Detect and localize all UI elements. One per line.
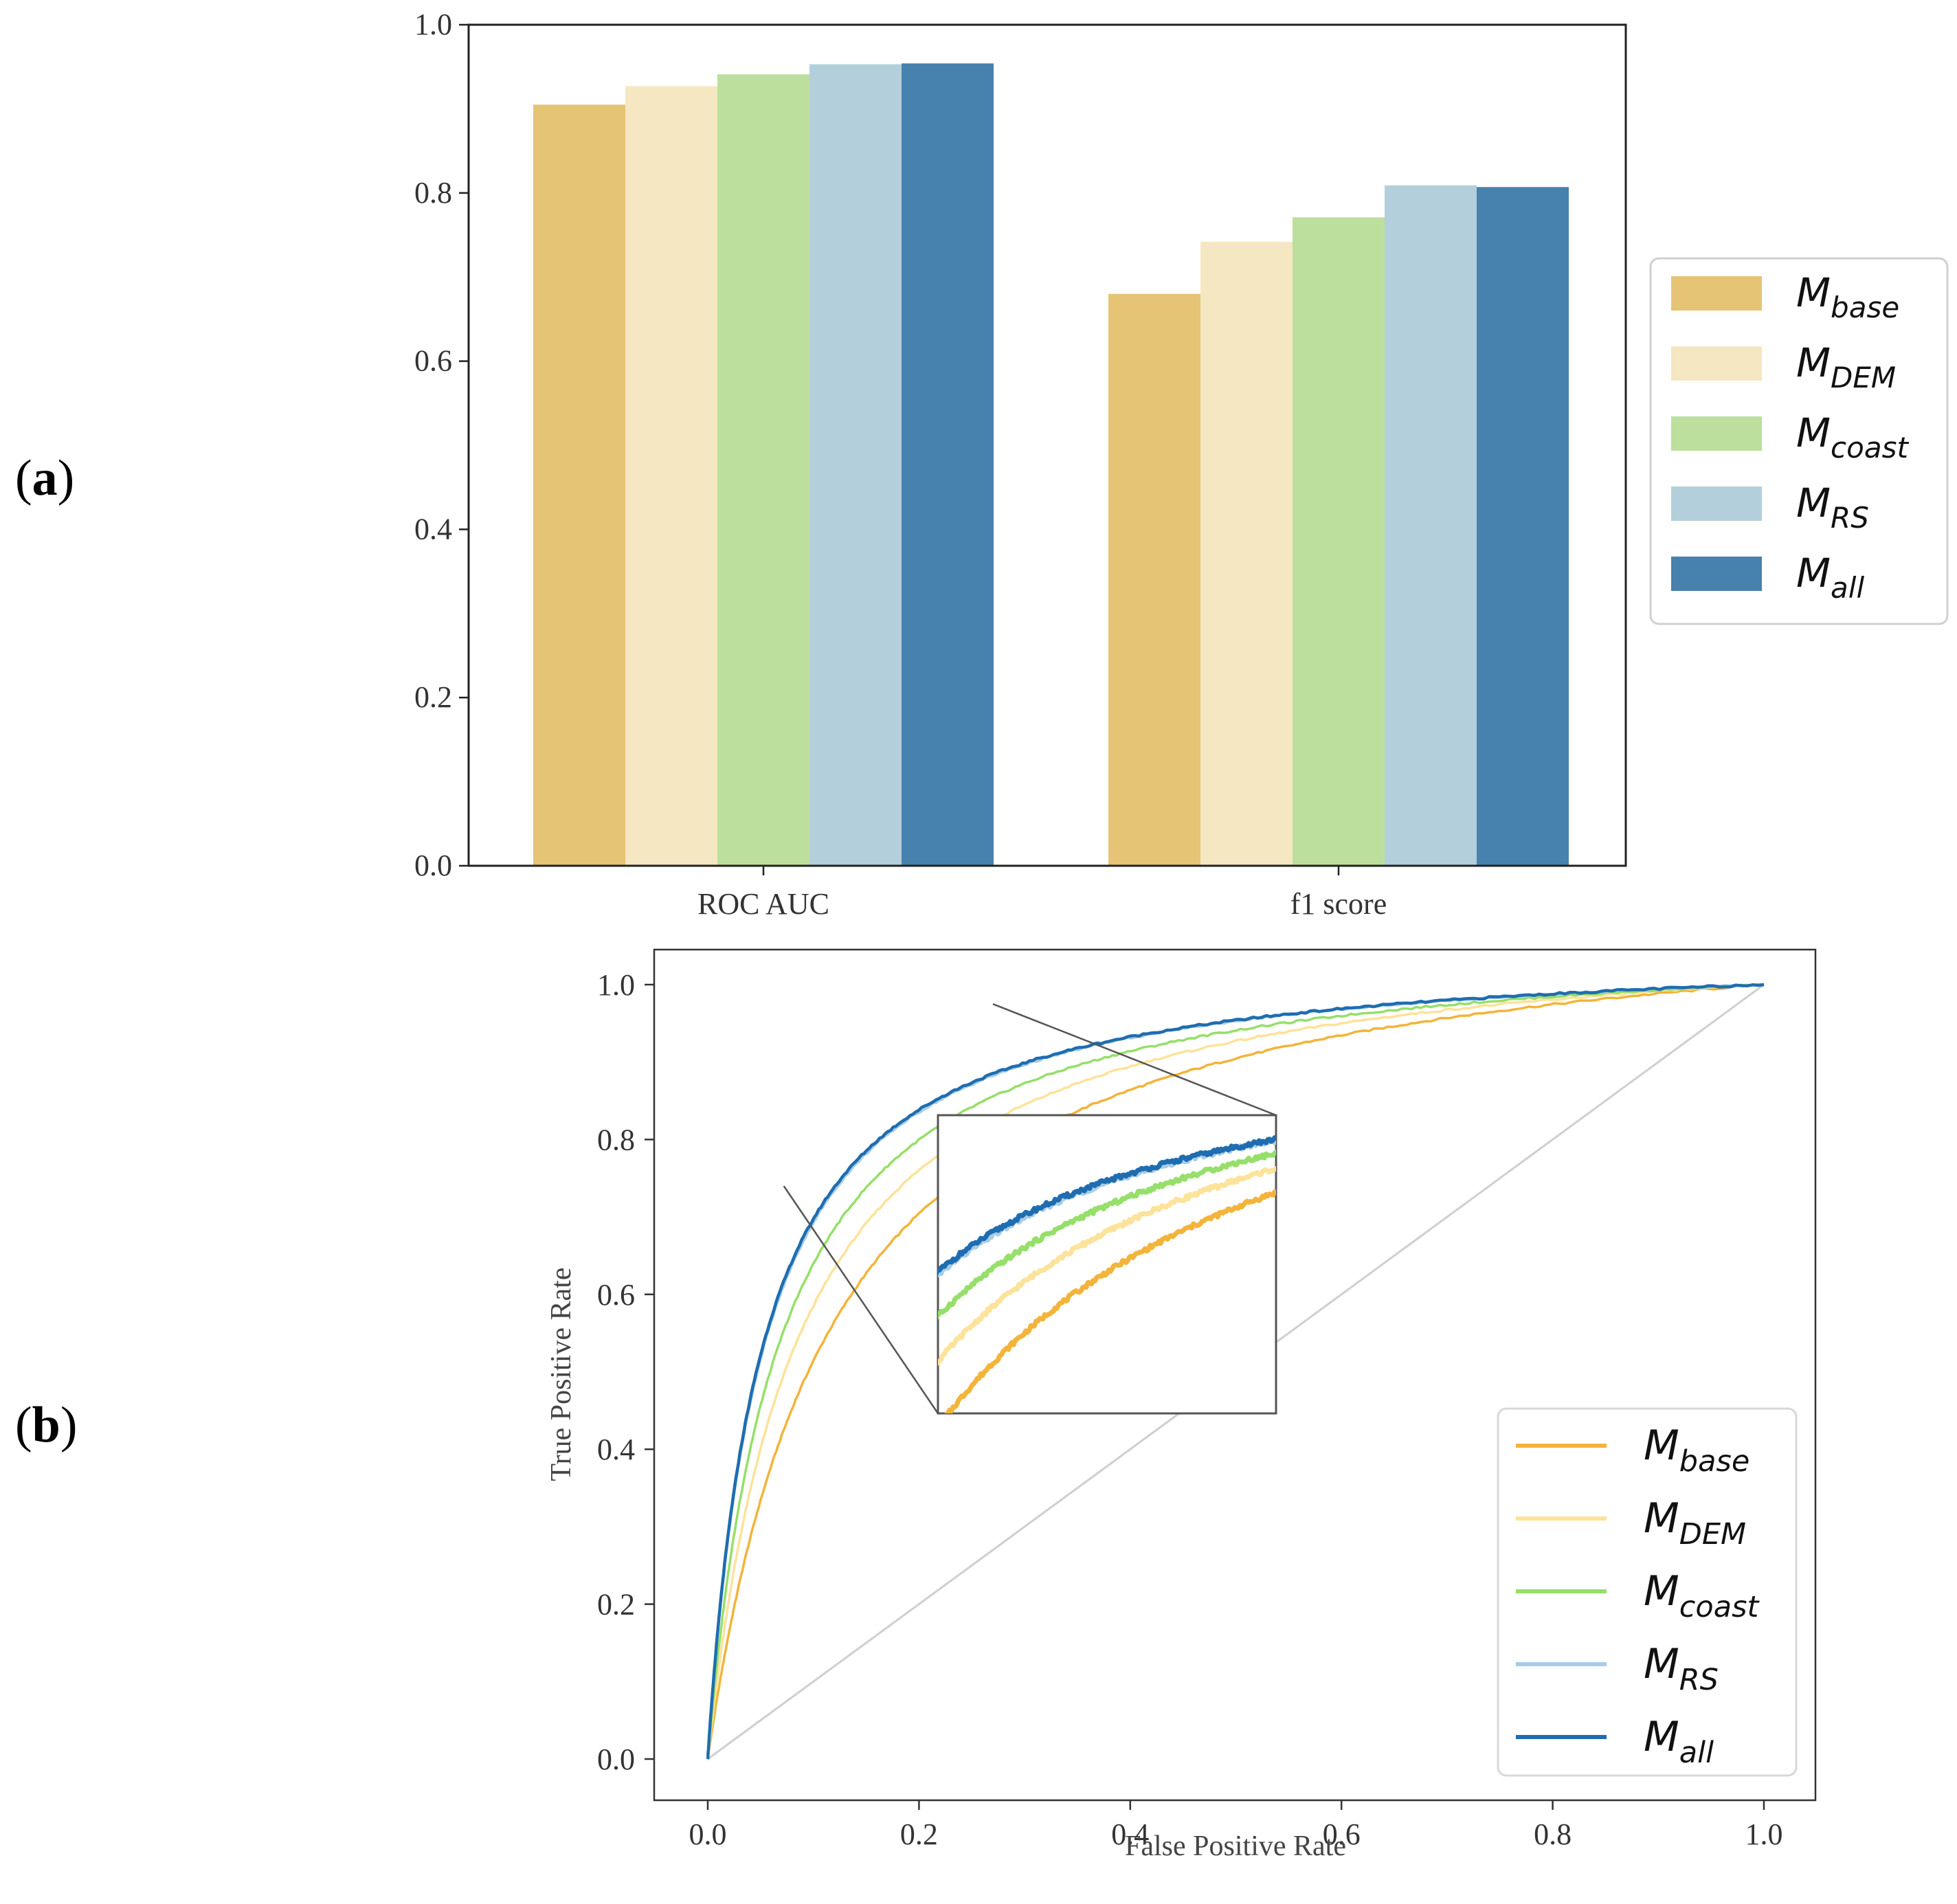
bar-legend-swatch-RS [1671,486,1762,521]
roc-legend-label-all: Mall [1644,1713,1714,1770]
bar-x-label-roc-auc: ROC AUC [697,887,829,921]
bar-RS-f1-score [1385,185,1477,866]
bar-legend-swatch-coast [1671,416,1762,451]
bar-chart-frame [467,23,1627,867]
roc-legend-label-coast: Mcoast [1644,1567,1760,1624]
bar-base-roc-auc [533,104,625,866]
inset-connector-line [992,1003,1277,1117]
roc-x-ticks: 0.0 0.2 0.4 0.6 0.8 1.0 [689,1800,1783,1851]
roc-zoom-inset [783,1003,1277,1415]
inset-connector-line [783,1185,939,1414]
roc-y-tick-label: 0.2 [597,1588,635,1622]
bar-DEM-f1-score [1200,241,1293,866]
bar-y-tick-label: 0.0 [414,849,452,882]
roc-x-tick-label: 0.6 [1323,1817,1361,1851]
roc-y-tick-label: 1.0 [597,968,635,1002]
bar-DEM-roc-auc [625,86,717,866]
roc-x-tick-label: 1.0 [1745,1817,1783,1851]
bar-coast-f1-score [1293,217,1385,866]
bar-y-tick-label: 0.2 [414,680,452,714]
inset-curve-base [944,1189,1276,1413]
inset-curve-coast [938,1149,1276,1321]
roc-y-ticks: 0.0 0.2 0.4 0.6 0.8 1.0 [597,968,654,1776]
inset-curve-all [938,1135,1276,1275]
bar-chart: 0.0 0.2 0.4 0.6 0.8 1.0 ROC AUC f1 score Mbase… [414,8,1949,921]
roc-x-axis-title: False Positive Rate [1125,1830,1346,1862]
bar-legend-swatch-DEM [1671,346,1762,381]
roc-x-tick-label: 0.0 [689,1817,727,1851]
roc-legend-label-base: Mbase [1644,1422,1749,1479]
roc-chart-frame [653,948,1817,1802]
panel-a-label: (a) [15,450,74,506]
bar-legend-label-RS: MRS [1796,480,1869,535]
bar-all-f1-score [1477,187,1569,866]
roc-y-tick-label: 0.4 [597,1433,635,1466]
roc-x-tick-label: 0.2 [900,1817,938,1851]
bar-chart-y-ticks: 0.0 0.2 0.4 0.6 0.8 1.0 [414,8,469,882]
bar-y-tick-label: 0.8 [414,176,452,210]
bar-legend-swatch-base [1671,276,1762,311]
bar-legend-label-all: Mall [1796,550,1864,605]
bar-chart-x-ticks: ROC AUC f1 score [697,866,1387,921]
roc-curve-coast [706,983,1764,1760]
roc-legend: Mbase MDEM Mcoast MRS Mall [1497,1407,1798,1777]
roc-legend-label-DEM: MDEM [1644,1494,1746,1552]
roc-curve-all [706,983,1765,1760]
bar-x-label-f1-score: f1 score [1290,887,1387,921]
bar-y-tick-label: 0.6 [414,344,452,378]
roc-chart: 0.0 0.2 0.4 0.6 0.8 1.0 0.0 0.2 0.4 0.6 0.8 1.0 Fa… [546,948,1817,1862]
roc-y-tick-label: 0.6 [597,1278,635,1312]
roc-curve-DEM [706,983,1765,1761]
bar-base-f1-score [1108,293,1200,866]
bar-RS-roc-auc [809,64,902,866]
roc-y-axis-title: True Positive Rate [546,1267,577,1481]
roc-legend-box [1497,1407,1798,1777]
roc-x-tick-label: 0.8 [1534,1817,1572,1851]
bar-chart-legend: Mbase MDEM Mcoast MRS Mall [1649,257,1949,625]
bar-y-tick-label: 1.0 [414,8,452,41]
roc-y-tick-label: 0.8 [597,1123,635,1156]
bar-chart-bars [533,63,1569,866]
bar-all-roc-auc [902,63,994,866]
panel-b-label: (b) [15,1397,77,1453]
roc-legend-label-RS: MRS [1644,1640,1719,1697]
bar-legend-label-base: Mbase [1796,269,1899,324]
inset-curve-DEM [938,1166,1276,1367]
inset-curves [938,1135,1276,1413]
bar-coast-roc-auc [717,74,809,866]
roc-y-tick-label: 0.0 [597,1743,635,1776]
bar-y-tick-label: 0.4 [414,512,452,546]
roc-x-tick-label: 0.4 [1111,1817,1149,1851]
bar-legend-label-DEM: MDEM [1796,339,1896,394]
bar-legend-swatch-all [1671,557,1762,591]
bar-legend-label-coast: Mcoast [1796,410,1909,464]
